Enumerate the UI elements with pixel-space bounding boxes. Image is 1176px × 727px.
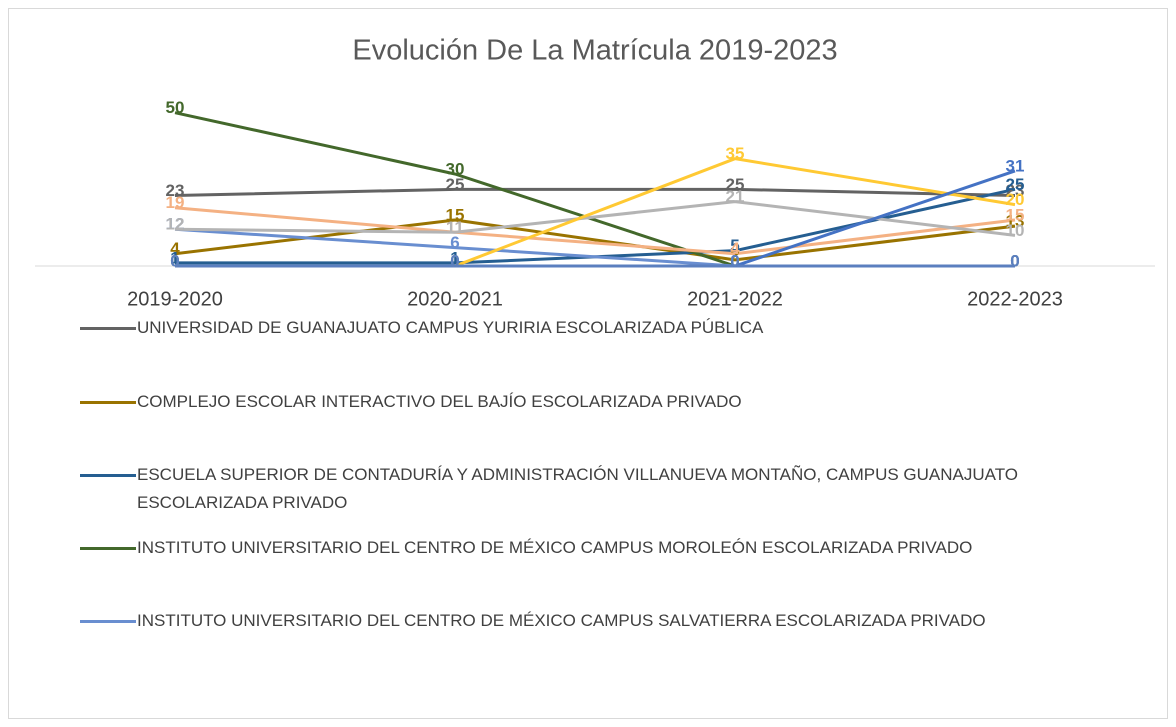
data-label: 25 [726,175,745,194]
data-label: 25 [1006,175,1025,194]
data-label: 31 [1006,156,1025,175]
data-label: 0 [1010,251,1019,270]
data-label: 30 [446,159,465,178]
series-line [174,218,1016,262]
legend-swatch [80,474,136,477]
legend-label: INSTITUTO UNIVERSITARIO DEL CENTRO DE MÉ… [137,538,973,557]
data-label: 0 [170,251,179,270]
data-label: 2 [730,245,739,264]
data-label: 11 [446,218,464,237]
data-label: 0 [170,251,179,270]
data-label: 21 [726,187,745,206]
legend-swatch [80,401,136,404]
data-label: 15 [1006,205,1025,224]
data-label: 0 [450,251,459,270]
legend-label: COMPLEJO ESCOLAR INTERACTIVO DEL BAJÍO E… [137,392,742,411]
data-label: 5 [730,236,739,255]
chart-title: Evolución De La Matrícula 2019-2023 [352,35,837,67]
data-label: 20 [1006,190,1025,209]
legend-label: UNIVERSIDAD DE GUANAJUATO CAMPUS YURIRIA… [137,318,764,337]
data-label: 0 [730,251,739,270]
data-label: 25 [446,175,465,194]
data-label: 12 [166,215,185,234]
x-tick-label: 2020-2021 [407,288,503,310]
data-label: 0 [450,251,459,270]
data-label: 0 [450,251,459,270]
x-tick-label: 2019-2020 [127,288,223,310]
data-label: 13 [1006,212,1025,231]
data-label: 0 [170,251,179,270]
data-label: 0 [730,251,739,270]
data-label: 12 [166,215,185,234]
legend-swatch [80,620,136,623]
data-label: 11 [446,218,464,237]
legend-label: ESCUELA SUPERIOR DE CONTADURÍA Y ADMINIS… [137,465,1019,512]
data-label: 23 [166,181,185,200]
data-label: 0 [1010,251,1019,270]
x-tick-label: 2021-2022 [687,288,783,310]
chart-border [8,8,1168,719]
data-label: 1 [450,248,459,267]
data-label: 0 [1010,251,1019,270]
data-label: 50 [166,98,185,117]
data-label: 35 [726,144,745,163]
data-label: 15 [446,205,465,224]
legend-swatch [80,547,136,550]
legend-swatch [80,327,136,330]
data-label: 19 [166,193,185,212]
data-label: 0 [730,251,739,270]
data-label: 0 [730,251,739,270]
data-label: 4 [170,239,180,258]
x-tick-label: 2022-2023 [967,288,1063,310]
legend-label: INSTITUTO UNIVERSITARIO DEL CENTRO DE MÉ… [137,611,986,630]
data-label: 10 [1006,221,1025,240]
data-label: 6 [450,233,459,252]
series-line [174,187,1016,197]
data-label: 23 [1006,181,1025,200]
data-label: 1 [170,248,179,267]
data-label: 4 [730,239,740,258]
series-line [174,206,1016,256]
